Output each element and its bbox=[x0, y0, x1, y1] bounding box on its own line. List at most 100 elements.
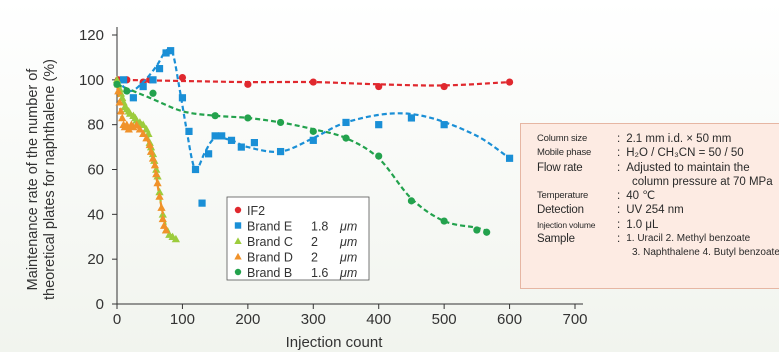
data-point bbox=[205, 150, 213, 158]
data-point bbox=[142, 133, 151, 142]
condition-key: Sample bbox=[537, 233, 575, 246]
y-tick-label: 60 bbox=[87, 162, 104, 179]
data-point bbox=[342, 118, 350, 127]
trend-line bbox=[116, 47, 511, 171]
data-point bbox=[234, 237, 242, 244]
x-tick-label: 100 bbox=[170, 311, 195, 328]
x-tick-label: 700 bbox=[562, 311, 587, 328]
data-point bbox=[505, 78, 514, 86]
data-point bbox=[171, 234, 181, 243]
data-point bbox=[148, 154, 158, 162]
series-brand-b bbox=[113, 80, 491, 236]
series-brand-e bbox=[116, 47, 514, 207]
x-tick-label: 0 bbox=[113, 311, 121, 328]
y-axis-label: Maintenance rate of the number of theoret… bbox=[25, 59, 58, 300]
condition-value-cont: column pressure at 70 MPa bbox=[632, 175, 773, 188]
data-point bbox=[152, 169, 161, 178]
legend-size: 1.6 bbox=[311, 266, 328, 280]
condition-row: Injection volume:1.0 μL bbox=[537, 218, 779, 232]
data-point bbox=[244, 114, 252, 122]
condition-row: Temperature:40 ℃ bbox=[537, 189, 779, 203]
data-point bbox=[155, 187, 164, 196]
data-point bbox=[218, 132, 226, 140]
y-axis-label-line: theoretical plates for naphthalene (%) bbox=[42, 59, 58, 300]
data-point bbox=[132, 120, 141, 128]
legend-unit: μm bbox=[339, 220, 357, 234]
data-point bbox=[150, 160, 160, 169]
data-point bbox=[227, 136, 236, 144]
data-point bbox=[375, 152, 383, 160]
y-tick-label: 120 bbox=[79, 27, 104, 44]
data-point bbox=[161, 225, 171, 234]
data-point bbox=[146, 147, 156, 155]
data-point bbox=[276, 147, 285, 156]
data-point bbox=[114, 86, 123, 95]
conditions-box: Column size:2.1 mm i.d. × 50 mm Mobile p… bbox=[520, 123, 779, 289]
legend-entry: Brand B 1.6 μm bbox=[234, 266, 357, 280]
condition-row: Sample:1. Uracil 2. Methyl benzoate bbox=[537, 232, 779, 246]
y-tick-label: 40 bbox=[87, 206, 104, 223]
data-point bbox=[162, 49, 170, 57]
legend-box bbox=[226, 196, 370, 281]
data-point bbox=[309, 136, 317, 144]
data-point bbox=[145, 140, 154, 149]
condition-value: Adjusted to maintain the bbox=[626, 161, 750, 174]
legend-label: Brand C bbox=[247, 235, 293, 249]
data-point bbox=[115, 98, 124, 106]
x-tick-label: 200 bbox=[235, 311, 260, 328]
y-tick-label: 20 bbox=[87, 251, 104, 268]
series-brand-c bbox=[112, 75, 181, 243]
x-tick-label: 400 bbox=[366, 311, 391, 328]
data-point bbox=[152, 165, 161, 173]
condition-sep: : bbox=[617, 204, 621, 217]
condition-sep: : bbox=[617, 233, 621, 246]
condition-sep: : bbox=[617, 133, 621, 145]
data-point bbox=[149, 89, 157, 97]
condition-key: Flow rate bbox=[537, 161, 583, 174]
data-point bbox=[178, 73, 187, 82]
data-point bbox=[237, 143, 245, 151]
data-point bbox=[167, 47, 175, 55]
y-tick-label: 100 bbox=[79, 72, 104, 89]
condition-key: Mobile phase bbox=[537, 147, 592, 159]
data-point bbox=[342, 134, 350, 142]
data-point bbox=[473, 226, 481, 234]
condition-value: H₂O / CH₃CN = 50 / 50 bbox=[626, 147, 744, 160]
data-point bbox=[250, 139, 258, 147]
data-point bbox=[440, 217, 448, 225]
data-point bbox=[483, 228, 491, 236]
data-point bbox=[123, 87, 131, 95]
condition-key: Injection volume bbox=[537, 219, 596, 230]
condition-value-cont: 3. Naphthalene 4. Butyl benzoate bbox=[632, 247, 779, 259]
condition-value: 1.0 μL bbox=[626, 218, 659, 231]
data-point bbox=[124, 125, 133, 133]
legend-label: Brand E bbox=[247, 220, 292, 234]
data-point bbox=[155, 192, 164, 200]
data-point bbox=[211, 132, 219, 140]
data-point bbox=[155, 65, 164, 73]
data-point bbox=[113, 80, 121, 88]
data-point bbox=[407, 114, 416, 122]
x-axis-label: Injection count bbox=[286, 334, 384, 351]
legend-unit: μm bbox=[339, 235, 357, 249]
condition-key: Detection bbox=[537, 204, 584, 217]
condition-row: Flow rate: Adjusted to maintain the bbox=[537, 161, 779, 175]
data-point bbox=[505, 154, 514, 162]
data-point bbox=[139, 82, 147, 91]
data-point bbox=[153, 178, 162, 187]
legend-entry: IF2 bbox=[234, 204, 265, 218]
legend-size: 1.8 bbox=[311, 220, 328, 234]
data-point bbox=[185, 127, 193, 135]
x-tick-label: 600 bbox=[497, 311, 522, 328]
data-point bbox=[139, 120, 148, 128]
data-point bbox=[276, 118, 285, 127]
data-point bbox=[198, 199, 206, 207]
data-point bbox=[129, 94, 137, 102]
legend-entry: Brand E 1.8 μm bbox=[234, 220, 357, 234]
condition-value: 2.1 mm i.d. × 50 mm bbox=[626, 133, 732, 145]
condition-row: Column size:2.1 mm i.d. × 50 mm bbox=[537, 132, 779, 146]
data-point bbox=[309, 78, 317, 86]
data-point bbox=[234, 268, 242, 276]
